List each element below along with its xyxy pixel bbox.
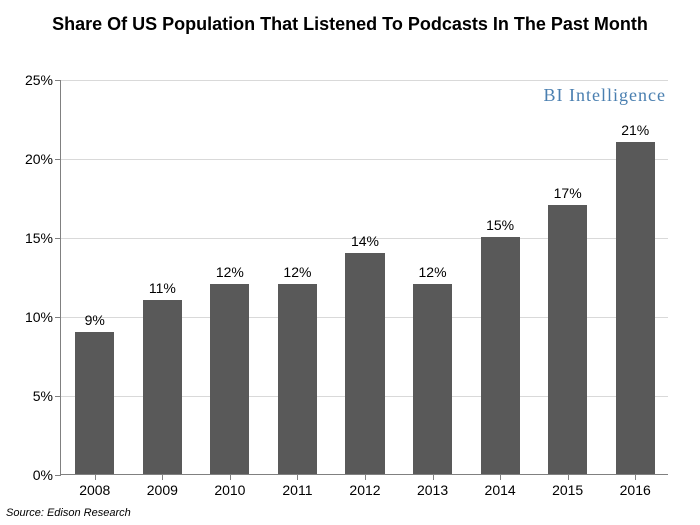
y-tick-label: 20% [25, 151, 61, 167]
y-tick-label: 10% [25, 309, 61, 325]
x-tick-mark [635, 474, 636, 480]
x-tick-mark [500, 474, 501, 480]
bar [345, 253, 384, 474]
bar [143, 300, 182, 474]
x-tick-mark [230, 474, 231, 480]
bar-value-label: 14% [351, 233, 379, 253]
bar-value-label: 11% [149, 280, 176, 300]
source-text: Source: Edison Research [6, 507, 131, 519]
x-tick-mark [95, 474, 96, 480]
bar [210, 284, 249, 474]
x-tick-mark [365, 474, 366, 480]
y-tick-label: 15% [25, 230, 61, 246]
bar [278, 284, 317, 474]
bar-value-label: 12% [283, 264, 311, 284]
x-tick-mark [297, 474, 298, 480]
bar-value-label: 9% [85, 312, 105, 332]
x-tick-mark [162, 474, 163, 480]
bar [481, 237, 520, 474]
y-tick-label: 5% [33, 388, 61, 404]
bar [616, 142, 655, 474]
chart-title: Share Of US Population That Listened To … [0, 14, 700, 35]
x-tick-mark [433, 474, 434, 480]
bar [548, 205, 587, 474]
x-tick-mark [568, 474, 569, 480]
bar-value-label: 17% [554, 185, 582, 205]
bar-value-label: 21% [621, 122, 649, 142]
bar-value-label: 12% [216, 264, 244, 284]
y-tick-label: 0% [33, 467, 61, 483]
bar [413, 284, 452, 474]
bar-value-label: 15% [486, 217, 514, 237]
bar-value-label: 12% [419, 264, 447, 284]
y-tick-label: 25% [25, 72, 61, 88]
bars: 9%200811%200912%201012%201114%201212%201… [61, 80, 668, 474]
chart-container: Share Of US Population That Listened To … [0, 0, 700, 525]
bar [75, 332, 114, 474]
plot-area: 9%200811%200912%201012%201114%201212%201… [60, 80, 668, 475]
